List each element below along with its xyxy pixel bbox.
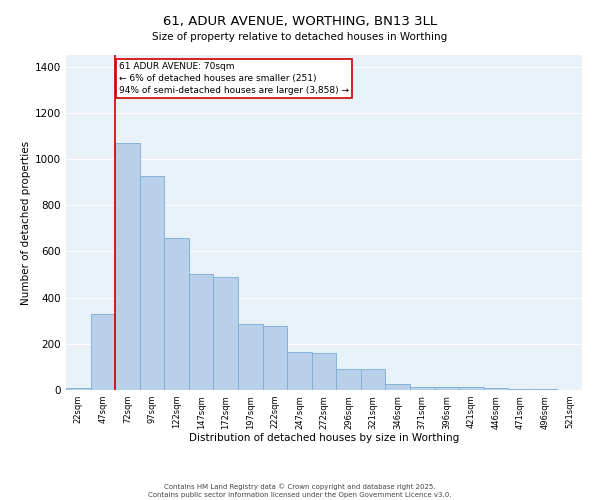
Bar bbox=[410, 386, 434, 390]
X-axis label: Distribution of detached houses by size in Worthing: Distribution of detached houses by size … bbox=[189, 433, 459, 443]
Bar bbox=[140, 176, 164, 390]
Bar bbox=[164, 238, 189, 390]
Bar bbox=[91, 314, 115, 390]
Bar bbox=[312, 353, 336, 390]
Bar bbox=[66, 388, 91, 390]
Bar bbox=[263, 326, 287, 390]
Bar bbox=[385, 384, 410, 390]
Bar bbox=[459, 387, 484, 390]
Bar bbox=[336, 369, 361, 390]
Bar bbox=[361, 369, 385, 390]
Text: 61 ADUR AVENUE: 70sqm
← 6% of detached houses are smaller (251)
94% of semi-deta: 61 ADUR AVENUE: 70sqm ← 6% of detached h… bbox=[119, 62, 349, 94]
Bar bbox=[287, 352, 312, 390]
Text: 61, ADUR AVENUE, WORTHING, BN13 3LL: 61, ADUR AVENUE, WORTHING, BN13 3LL bbox=[163, 15, 437, 28]
Bar bbox=[115, 143, 140, 390]
Bar bbox=[434, 386, 459, 390]
Bar bbox=[238, 324, 263, 390]
Y-axis label: Number of detached properties: Number of detached properties bbox=[21, 140, 31, 304]
Bar bbox=[508, 389, 533, 390]
Text: Size of property relative to detached houses in Worthing: Size of property relative to detached ho… bbox=[152, 32, 448, 42]
Bar bbox=[214, 277, 238, 390]
Bar bbox=[484, 388, 508, 390]
Text: Contains HM Land Registry data © Crown copyright and database right 2025.
Contai: Contains HM Land Registry data © Crown c… bbox=[148, 484, 452, 498]
Bar bbox=[189, 274, 214, 390]
